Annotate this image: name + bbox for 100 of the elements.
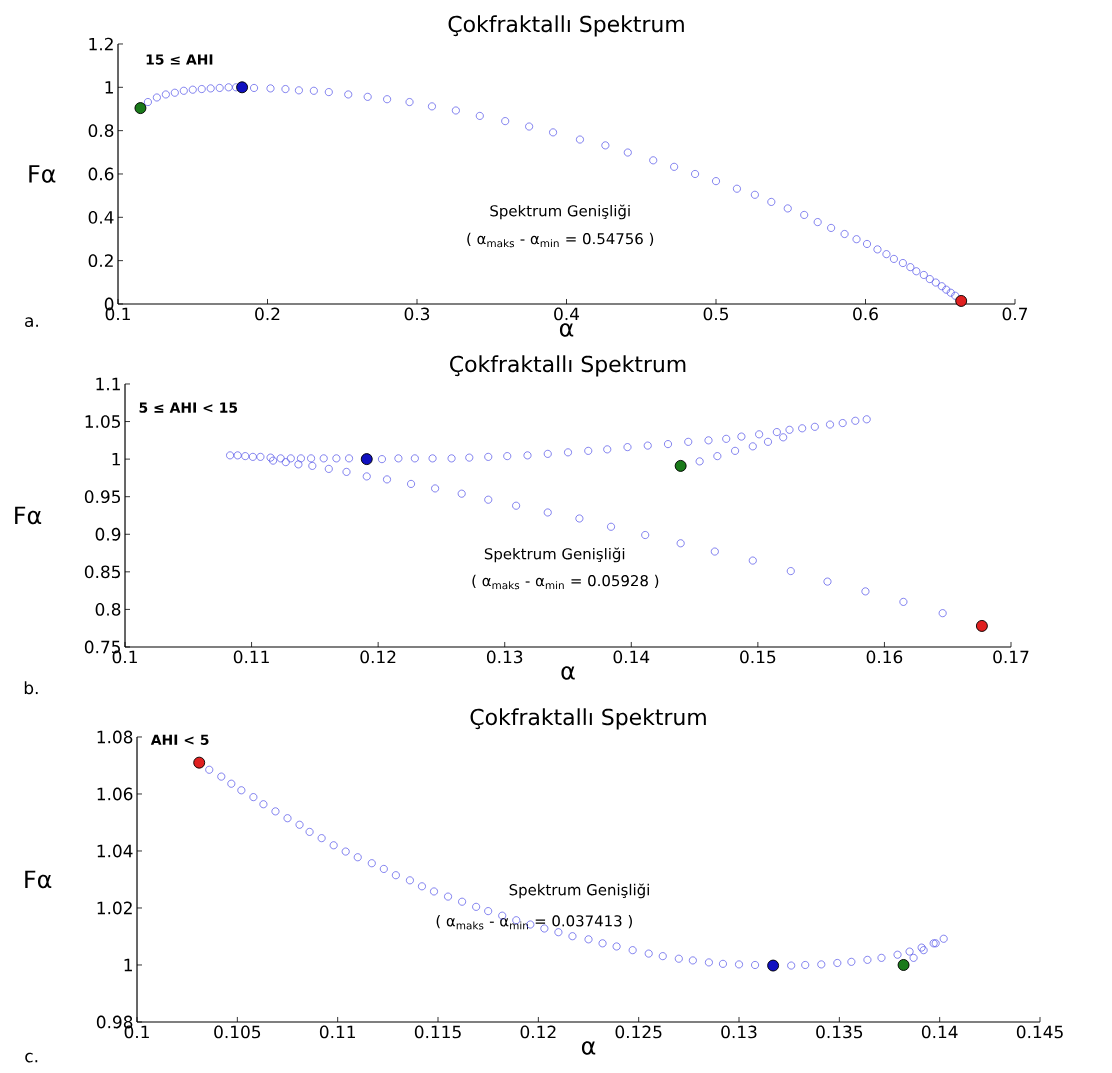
point xyxy=(305,827,314,836)
point xyxy=(898,259,907,267)
point xyxy=(658,952,667,961)
x-tick-label: 0.15 xyxy=(740,650,776,664)
point xyxy=(161,90,170,99)
x-tick-label: 0.125 xyxy=(615,1025,662,1039)
point xyxy=(925,275,934,284)
annotation: ( α$_{maks}$ - α$_{min}$ = 0.05928 ) xyxy=(472,574,659,590)
chart-title: Çokfraktallı Spektrum xyxy=(448,15,684,37)
point xyxy=(259,800,268,809)
x-tick-label: 0.4 xyxy=(554,307,580,321)
x-tick-label: 0.14 xyxy=(613,650,650,664)
point xyxy=(623,148,632,157)
text: b. xyxy=(24,681,38,695)
y-tick-label: 1.2 xyxy=(89,37,113,51)
point xyxy=(767,959,780,972)
annotation: AHI < 5 xyxy=(150,734,209,746)
point xyxy=(801,961,810,969)
point xyxy=(283,814,292,823)
y-tick-label: 0.9 xyxy=(95,527,121,541)
point xyxy=(877,953,886,962)
point xyxy=(428,102,436,111)
point xyxy=(197,85,206,93)
point xyxy=(309,86,318,95)
point xyxy=(852,235,861,244)
point xyxy=(451,106,460,115)
point xyxy=(897,959,910,971)
point xyxy=(294,86,303,95)
point xyxy=(906,263,915,272)
y-axis-title: Fα xyxy=(29,165,56,183)
point xyxy=(215,84,224,92)
y-tick-label: 1 xyxy=(112,452,120,466)
y-tick-label: 0.4 xyxy=(88,210,114,224)
x-axis-title: α xyxy=(561,666,575,680)
point xyxy=(946,288,955,297)
point xyxy=(827,223,836,232)
point xyxy=(783,204,792,213)
point xyxy=(217,772,226,781)
annotation: Spektrum Genişliği xyxy=(484,547,625,563)
point xyxy=(833,959,842,967)
point xyxy=(458,897,467,906)
x-tick-label: 0.12 xyxy=(360,650,396,664)
point xyxy=(670,162,679,171)
x-tick-label: 0.11 xyxy=(319,1025,355,1039)
y-tick-label: 1 xyxy=(124,958,132,972)
point xyxy=(554,928,563,937)
point xyxy=(188,85,197,94)
x-tick-label: 0.5 xyxy=(703,307,728,321)
annotation: ( α$_{maks}$ - α$_{min}$ = 0.037413 ) xyxy=(436,915,632,930)
point xyxy=(444,892,452,901)
point xyxy=(430,887,438,896)
point xyxy=(379,864,388,873)
point xyxy=(767,197,776,206)
point xyxy=(704,958,713,967)
point xyxy=(955,294,968,307)
point xyxy=(281,85,290,93)
point xyxy=(170,88,179,97)
point xyxy=(353,853,362,862)
x-tick-label: 0.6 xyxy=(853,307,878,321)
point xyxy=(324,88,333,97)
annotation: ( α$_{maks}$ - α$_{min}$ = 0.54756 ) xyxy=(467,232,654,248)
point xyxy=(179,86,188,95)
point xyxy=(329,841,338,850)
point xyxy=(787,961,796,970)
point xyxy=(601,141,610,150)
point xyxy=(942,285,951,294)
text: c. xyxy=(25,1052,38,1063)
y-axis-title: Fα xyxy=(15,506,42,525)
x-tick-label: 0.7 xyxy=(1002,307,1028,321)
y-tick-label: 0.8 xyxy=(95,603,121,616)
point xyxy=(674,954,683,963)
point xyxy=(405,876,414,885)
point xyxy=(912,267,921,276)
point xyxy=(712,177,720,186)
point xyxy=(205,765,214,774)
point xyxy=(847,957,856,966)
x-tick-label: 0.14 xyxy=(921,1025,958,1039)
x-tick-label: 0.13 xyxy=(721,1025,757,1039)
point xyxy=(363,92,372,101)
point xyxy=(540,924,549,933)
point xyxy=(644,949,653,958)
x-axis-title: α xyxy=(559,323,574,337)
y-tick-label: 1.06 xyxy=(97,787,133,801)
annotation: Spektrum Genişliği xyxy=(509,883,649,899)
x-tick-label: 0.11 xyxy=(233,650,269,664)
point xyxy=(249,793,258,802)
point xyxy=(472,902,481,911)
x-tick-label: 0.145 xyxy=(1016,1025,1063,1039)
chart-title: Çokfraktallı Spektrum xyxy=(470,708,706,730)
point xyxy=(674,459,687,472)
point xyxy=(873,245,882,254)
y-tick-label: 1.05 xyxy=(85,415,120,428)
x-tick-label: 0.115 xyxy=(414,1025,461,1039)
point xyxy=(919,946,928,955)
point xyxy=(237,786,246,795)
point xyxy=(405,98,414,106)
point xyxy=(975,619,988,632)
point xyxy=(134,102,147,115)
point xyxy=(893,950,902,959)
annotation: Spektrum Genişliği xyxy=(490,204,630,220)
